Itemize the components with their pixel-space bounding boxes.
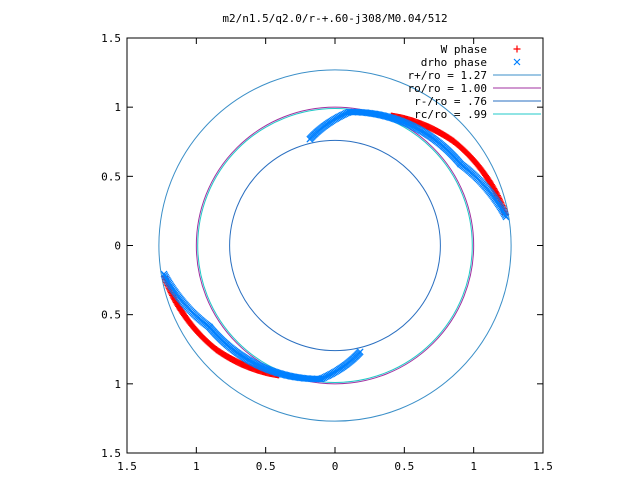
y-tick-label: 1.5 bbox=[101, 32, 121, 45]
reference-circle bbox=[158, 69, 512, 422]
x-tick-label: 0.5 bbox=[256, 460, 276, 473]
legend-label: ro/ro = 1.00 bbox=[408, 82, 487, 95]
legend-label: r+/ro = 1.27 bbox=[408, 69, 487, 82]
reference-circles bbox=[158, 69, 512, 422]
data-point bbox=[502, 213, 510, 221]
legend-label: rc/ro = .99 bbox=[414, 108, 487, 121]
point-group bbox=[160, 108, 510, 383]
chart-title: m2/n1.5/q2.0/r-+.60-j308/M0.04/512 bbox=[222, 12, 447, 25]
legend-marker bbox=[513, 45, 521, 53]
y-tick-label: 0.5 bbox=[101, 309, 121, 322]
x-tick-label: 1.5 bbox=[533, 460, 553, 473]
data-point bbox=[160, 270, 168, 278]
legend-label: r-/ro = .76 bbox=[414, 95, 487, 108]
y-tick-label: 0 bbox=[114, 240, 121, 253]
reference-circle bbox=[197, 108, 473, 383]
reference-circle bbox=[195, 106, 475, 385]
x-tick-label: 1 bbox=[470, 460, 477, 473]
axes: 1.5 1 0.5 0 0.5 1 1.51.510.500.511.5 bbox=[101, 32, 553, 473]
legend-label: drho phase bbox=[421, 56, 487, 69]
phase-points bbox=[160, 108, 510, 383]
x-tick-label: 1.5 bbox=[117, 460, 137, 473]
y-tick-label: 0.5 bbox=[101, 170, 121, 183]
x-tick-label: 0.5 bbox=[394, 460, 414, 473]
x-tick-label: 1 bbox=[193, 460, 200, 473]
y-tick-label: 1.5 bbox=[101, 447, 121, 460]
x-tick-label: 0 bbox=[332, 460, 339, 473]
reference-circle bbox=[229, 139, 441, 352]
point-group bbox=[160, 112, 510, 379]
y-tick-label: 1 bbox=[114, 101, 121, 114]
legend-marker bbox=[513, 58, 521, 66]
y-tick-label: 1 bbox=[114, 378, 121, 391]
legend-label: W phase bbox=[441, 43, 487, 56]
